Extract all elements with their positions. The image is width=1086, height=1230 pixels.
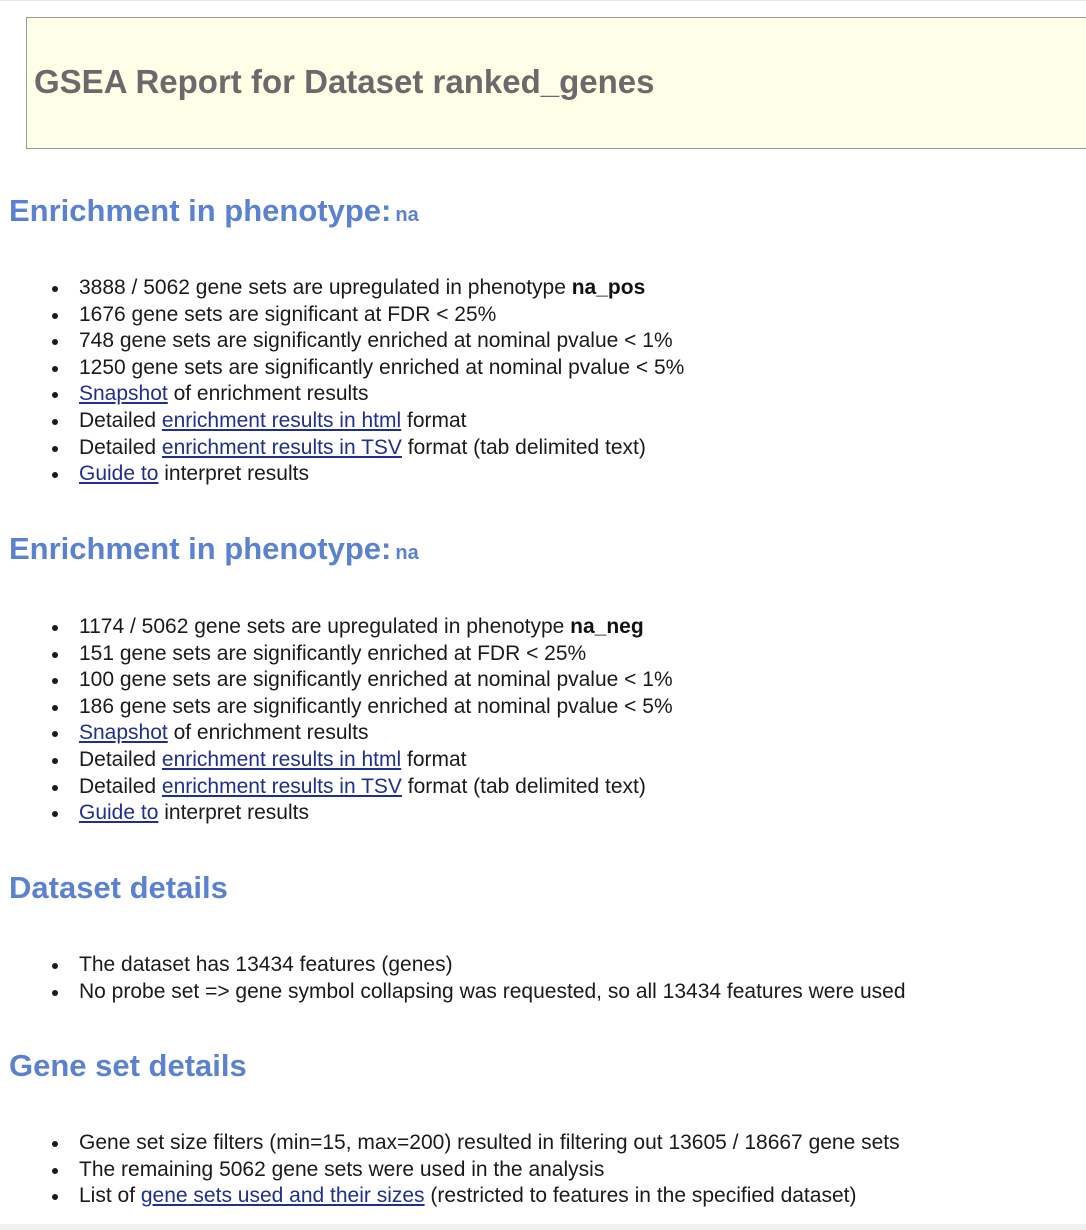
section-heading-label: Enrichment in phenotype: (9, 193, 392, 228)
guide-link[interactable]: Guide to (79, 801, 159, 825)
list-item: 748 gene sets are significantly enriched… (0, 328, 684, 355)
list-item: Detailed enrichment results in html form… (0, 408, 684, 435)
html-suffix: format (401, 747, 467, 771)
upregulated-text: 1174 / 5062 gene sets are upregulated in… (79, 615, 571, 638)
section-heading-dataset-details: Dataset details (9, 870, 228, 905)
dataset-details-list: The dataset has 13434 features (genes) N… (0, 952, 906, 1005)
list-item: 186 gene sets are significantly enriched… (0, 694, 673, 721)
list-item: 1676 gene sets are significant at FDR < … (0, 302, 684, 329)
page-title: GSEA Report for Dataset ranked_genes (34, 63, 655, 100)
section-heading-phenotype-neg: Enrichment in phenotype: na (9, 531, 419, 571)
list-item: The remaining 5062 gene sets were used i… (0, 1157, 900, 1184)
report-header: GSEA Report for Dataset ranked_genes (26, 17, 1086, 149)
section-heading-gene-set-details: Gene set details (9, 1048, 247, 1083)
pvalue-1-text: 748 gene sets are significantly enriched… (79, 329, 673, 353)
section-heading-phenotype-pos: Enrichment in phenotype: na (9, 193, 419, 233)
guide-suffix: interpret results (158, 801, 309, 825)
list-item: Guide to interpret results (0, 461, 684, 488)
snapshot-suffix: of enrichment results (167, 721, 369, 745)
pvalue-5-text: 1250 gene sets are significantly enriche… (79, 355, 685, 379)
tsv-results-link[interactable]: enrichment results in TSV (161, 774, 402, 798)
list-item: The dataset has 13434 features (genes) (0, 952, 906, 979)
list-item: Gene set size filters (min=15, max=200) … (0, 1130, 900, 1157)
html-prefix: Detailed (79, 747, 162, 771)
list-item: 1174 / 5062 gene sets are upregulated in… (0, 614, 673, 641)
list-item: Detailed enrichment results in TSV forma… (0, 435, 684, 462)
upregulated-text: 3888 / 5062 gene sets are upregulated in… (79, 276, 572, 299)
filter-text: Gene set size filters (min=15, max=200) … (79, 1131, 900, 1154)
list-suffix: (restricted to features in the specified… (424, 1184, 857, 1208)
tsv-suffix: format (tab delimited text) (401, 435, 646, 459)
html-prefix: Detailed (79, 408, 162, 432)
list-item: Detailed enrichment results in html form… (0, 747, 673, 774)
phenotype-pos-list: 3888 / 5062 gene sets are upregulated in… (0, 275, 684, 488)
gene-sets-sizes-link[interactable]: gene sets used and their sizes (140, 1184, 425, 1208)
top-border (0, 0, 1086, 1)
list-item: 151 gene sets are significantly enriched… (0, 641, 673, 668)
list-item: Snapshot of enrichment results (0, 720, 673, 747)
bottom-border (0, 1224, 1086, 1230)
html-results-link[interactable]: enrichment results in html (161, 408, 402, 432)
gene-set-details-list: Gene set size filters (min=15, max=200) … (0, 1130, 900, 1210)
fdr-text: 1676 gene sets are significant at FDR < … (79, 302, 497, 326)
list-item: Guide to interpret results (0, 800, 673, 827)
fdr-text: 151 gene sets are significantly enriched… (79, 641, 587, 665)
list-prefix: List of (79, 1184, 141, 1208)
phenotype-label: na_neg (570, 615, 644, 638)
snapshot-link[interactable]: Snapshot (79, 382, 168, 406)
list-item: 3888 / 5062 gene sets are upregulated in… (0, 275, 684, 302)
tsv-prefix: Detailed (79, 774, 162, 798)
phenotype-label: na_pos (571, 276, 646, 299)
guide-suffix: interpret results (158, 462, 309, 486)
html-suffix: format (401, 408, 467, 432)
list-item: Detailed enrichment results in TSV forma… (0, 774, 673, 801)
list-item: List of gene sets used and their sizes (… (0, 1183, 900, 1210)
list-item: No probe set => gene symbol collapsing w… (0, 979, 906, 1006)
snapshot-link[interactable]: Snapshot (79, 721, 168, 745)
tsv-results-link[interactable]: enrichment results in TSV (161, 435, 402, 459)
guide-link[interactable]: Guide to (79, 462, 159, 486)
tsv-prefix: Detailed (79, 435, 162, 459)
list-item: 1250 gene sets are significantly enriche… (0, 355, 684, 382)
html-results-link[interactable]: enrichment results in html (161, 747, 402, 771)
tsv-suffix: format (tab delimited text) (401, 774, 646, 798)
phenotype-neg-list: 1174 / 5062 gene sets are upregulated in… (0, 614, 673, 827)
list-item: Snapshot of enrichment results (0, 381, 684, 408)
section-heading-label: Enrichment in phenotype: (9, 531, 392, 566)
phenotype-name: na (395, 542, 419, 564)
pvalue-1-text: 100 gene sets are significantly enriched… (79, 668, 673, 692)
collapse-text: No probe set => gene symbol collapsing w… (79, 979, 906, 1003)
phenotype-name: na (395, 204, 419, 226)
list-item: 100 gene sets are significantly enriched… (0, 667, 673, 694)
pvalue-5-text: 186 gene sets are significantly enriched… (79, 694, 673, 718)
remaining-text: The remaining 5062 gene sets were used i… (79, 1157, 605, 1181)
snapshot-suffix: of enrichment results (167, 382, 369, 406)
features-text: The dataset has 13434 features (genes) (79, 953, 453, 976)
